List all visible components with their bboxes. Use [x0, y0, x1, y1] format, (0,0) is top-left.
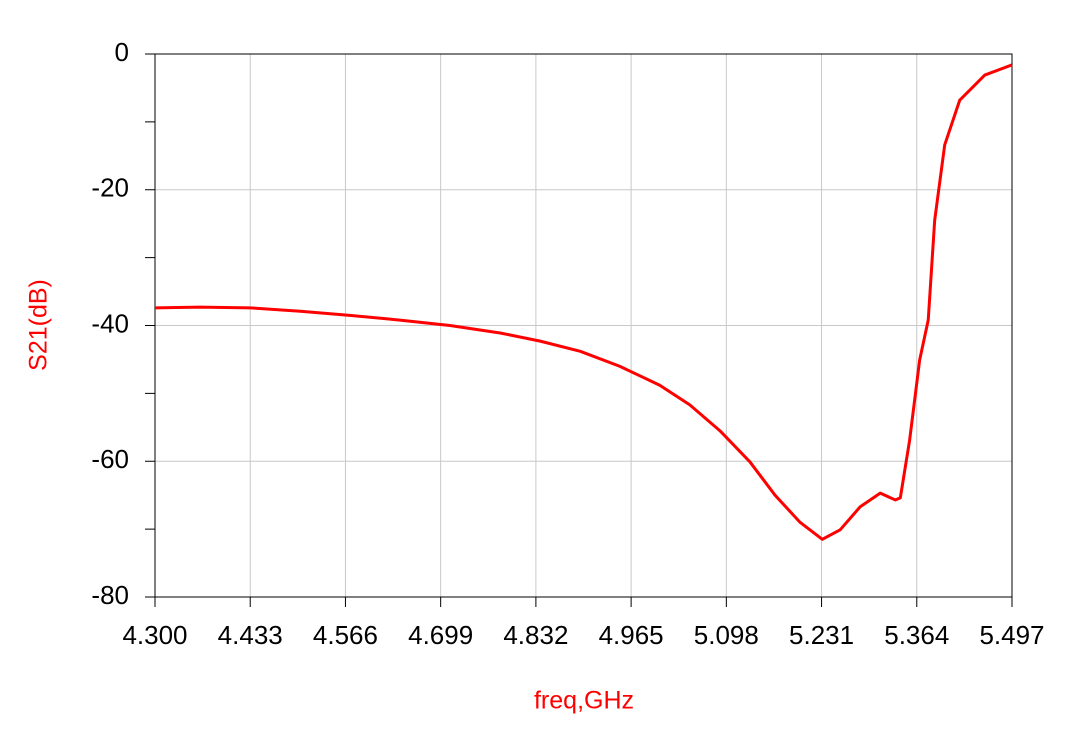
- x-tick-label: 4.832: [503, 620, 568, 650]
- x-tick-label: 4.300: [122, 620, 187, 650]
- y-tick-label: -20: [91, 173, 129, 203]
- x-tick-label: 4.433: [218, 620, 283, 650]
- y-tick-label: -40: [91, 308, 129, 338]
- x-tick-label: 5.364: [884, 620, 949, 650]
- data-line: [154, 63, 1013, 541]
- x-tick-label: 4.965: [599, 620, 664, 650]
- x-axis-label: freq,GHz: [534, 687, 634, 715]
- y-tick-label: -60: [91, 444, 129, 474]
- y-tick-label: -80: [91, 580, 129, 610]
- x-tick-label: 4.699: [408, 620, 473, 650]
- x-tick-label: 4.566: [313, 620, 378, 650]
- x-tick-label: 5.231: [789, 620, 854, 650]
- y-tick-label: 0: [115, 37, 129, 67]
- y-axis-label: S21(dB): [25, 279, 53, 371]
- x-tick-label: 5.497: [979, 620, 1044, 650]
- x-tick-label: 5.098: [694, 620, 759, 650]
- plot-frame: [154, 53, 1013, 598]
